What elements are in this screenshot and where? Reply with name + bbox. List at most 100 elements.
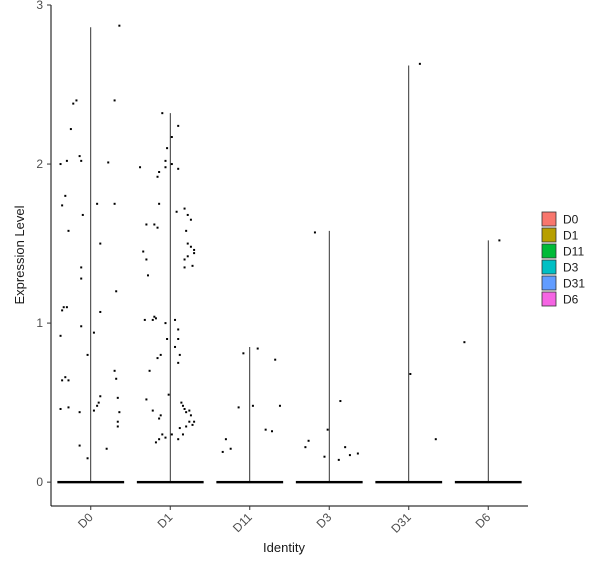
data-point <box>274 358 277 361</box>
data-point <box>78 444 81 447</box>
data-point <box>498 239 501 242</box>
data-point <box>188 420 191 423</box>
x-tick-label: D3 <box>314 510 335 531</box>
data-point <box>256 347 259 350</box>
violin-base-d0 <box>57 480 125 484</box>
data-point <box>153 315 156 318</box>
data-point <box>177 167 180 170</box>
data-point <box>189 245 192 248</box>
data-point <box>186 255 189 258</box>
data-point <box>224 438 227 441</box>
data-point <box>145 258 148 261</box>
legend-swatch-d6 <box>541 291 557 307</box>
data-point <box>170 163 173 166</box>
data-point <box>97 401 100 404</box>
data-point <box>118 411 121 414</box>
data-point <box>96 202 99 205</box>
data-point <box>177 438 180 441</box>
data-point <box>158 202 161 205</box>
data-point <box>59 163 62 166</box>
legend-label-d0: D0 <box>563 213 579 227</box>
data-point <box>92 409 95 412</box>
data-point <box>158 417 161 420</box>
x-tick-label: D6 <box>473 510 494 531</box>
data-point <box>158 171 161 173</box>
data-point <box>170 136 173 139</box>
data-point <box>186 213 189 216</box>
data-point <box>307 439 310 442</box>
data-point <box>313 231 316 234</box>
legend-label-d31: D31 <box>563 277 585 291</box>
data-point <box>264 428 267 431</box>
data-point <box>166 338 169 340</box>
data-point <box>271 430 274 433</box>
data-point <box>67 229 70 232</box>
data-point <box>61 379 64 382</box>
legend-label-d1: D1 <box>563 229 579 243</box>
data-point <box>115 290 118 293</box>
data-point <box>75 99 78 102</box>
data-point <box>186 242 189 245</box>
x-tick-label: D31 <box>388 510 414 536</box>
x-tick-label: D0 <box>75 510 96 531</box>
data-point <box>116 420 119 423</box>
data-point <box>170 433 173 436</box>
data-point <box>191 423 194 426</box>
data-point <box>183 258 186 261</box>
data-point <box>113 202 116 205</box>
data-point <box>193 248 196 251</box>
y-tick-label: 2 <box>36 157 43 171</box>
data-point <box>356 452 359 455</box>
data-point <box>80 159 83 162</box>
data-point <box>78 155 81 158</box>
data-point <box>153 223 156 226</box>
data-point <box>193 252 196 255</box>
data-point <box>164 436 167 439</box>
data-point <box>189 218 192 221</box>
legend-swatch-d3 <box>541 259 557 275</box>
legend-swatch-d1 <box>541 227 557 243</box>
data-point <box>64 376 67 379</box>
data-point <box>118 24 121 27</box>
x-axis-title: Identity <box>263 540 305 555</box>
data-point <box>143 318 146 321</box>
data-point <box>326 428 329 431</box>
data-point <box>156 175 159 178</box>
legend-label-d11: D11 <box>563 245 584 259</box>
data-point <box>65 159 68 162</box>
data-point <box>463 341 466 344</box>
data-point <box>177 328 180 331</box>
violin-base-d6 <box>454 480 522 484</box>
data-point <box>164 166 167 169</box>
data-point <box>67 379 70 382</box>
data-point <box>151 409 154 412</box>
data-point <box>59 407 62 410</box>
data-point <box>166 147 169 150</box>
data-point <box>69 128 72 131</box>
data-point <box>156 226 159 229</box>
data-point <box>96 404 99 407</box>
data-point <box>142 250 145 253</box>
data-point <box>161 433 164 436</box>
legend-label-d6: D6 <box>563 293 579 307</box>
data-point <box>99 310 102 313</box>
data-point <box>221 450 224 453</box>
data-point <box>159 414 162 417</box>
data-point <box>193 420 196 423</box>
data-point <box>181 433 184 436</box>
data-point <box>278 404 281 407</box>
data-point <box>113 99 116 102</box>
data-point <box>178 353 181 356</box>
data-point <box>80 266 83 269</box>
data-point <box>188 409 191 412</box>
data-point <box>86 353 89 356</box>
data-point <box>64 194 67 197</box>
data-point <box>99 395 102 398</box>
y-tick-label: 1 <box>36 316 43 330</box>
data-point <box>183 407 186 410</box>
data-point <box>164 159 167 162</box>
data-point <box>146 274 149 277</box>
data-point <box>251 404 254 407</box>
data-point <box>116 396 119 399</box>
